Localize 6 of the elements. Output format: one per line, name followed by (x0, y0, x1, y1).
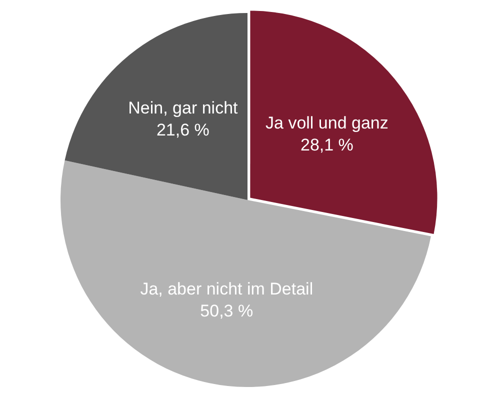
data-label: 28,1 % (300, 135, 354, 154)
data-label: 21,6 % (156, 120, 210, 140)
slice-label: Ja voll und ganz (266, 113, 388, 132)
slice-label: Nein, gar nicht (128, 98, 238, 118)
slice-label: Ja, aber nicht im Detail (140, 279, 314, 298)
data-label: 50,3 % (200, 301, 254, 320)
